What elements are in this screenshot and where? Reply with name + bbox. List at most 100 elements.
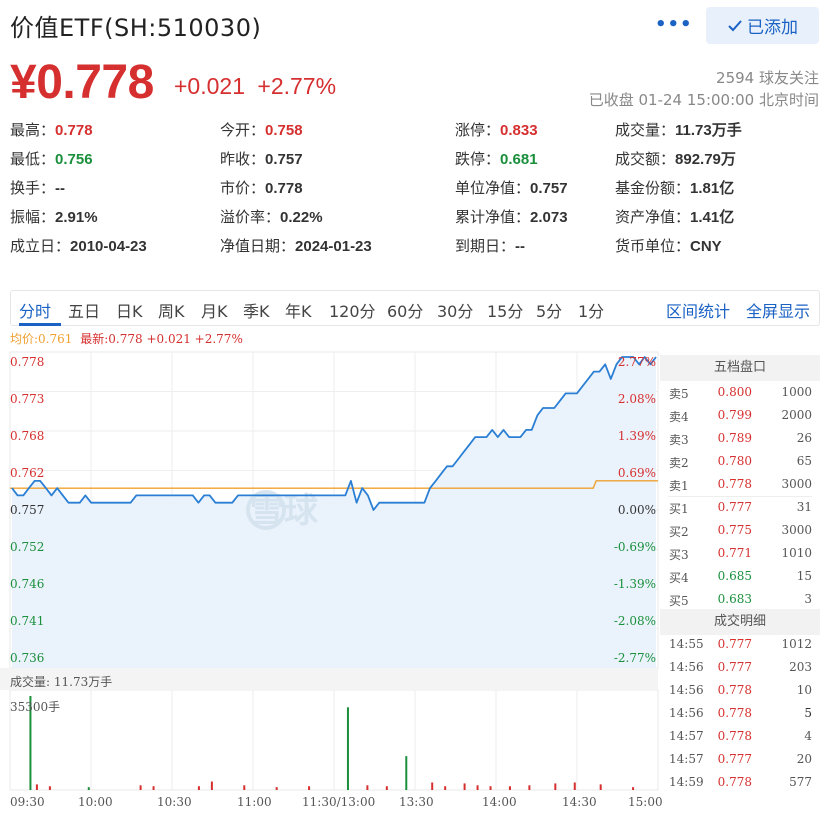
order-book-row[interactable]: 卖2 0.780 65: [660, 450, 820, 473]
trade-volume: 10: [796, 683, 812, 697]
trade-price: 0.777: [717, 752, 752, 766]
trade-time: 14:55: [669, 637, 704, 651]
stat-label: 换手：: [10, 179, 56, 197]
tab-5[interactable]: 季K: [243, 302, 270, 321]
added-button[interactable]: 已添加: [706, 7, 819, 44]
tab-6[interactable]: 年K: [285, 302, 312, 321]
order-book-row[interactable]: 买4 0.685 15: [660, 565, 820, 588]
volume-bar: [528, 785, 531, 790]
order-book-volume: 65: [796, 454, 812, 468]
time-tick-label: 10:00: [78, 795, 113, 809]
fullscreen-button[interactable]: 全屏显示: [746, 302, 811, 321]
price-axis-label: 0.762: [10, 466, 44, 480]
active-tab-indicator: [19, 323, 61, 326]
percent-axis-label: 2.77%: [618, 355, 656, 369]
trade-row[interactable]: 14:59 0.778 577: [660, 771, 820, 794]
trade-row[interactable]: 14:56 0.777 203: [660, 656, 820, 679]
tab-12[interactable]: 1分: [578, 302, 605, 321]
volume-bar: [444, 786, 447, 790]
tab-3[interactable]: 周K: [158, 302, 185, 321]
trade-volume: 5: [804, 706, 812, 720]
percent-axis-label: 1.39%: [618, 429, 656, 443]
change-value: +0.021: [174, 73, 245, 99]
tab-4[interactable]: 月K: [201, 302, 228, 321]
watermark-icon: [246, 490, 286, 530]
order-book-row[interactable]: 买2 0.775 3000: [660, 519, 820, 542]
stat-item: 成立日：2010-04-23: [10, 235, 147, 256]
volume-bar: [476, 785, 479, 790]
volume-max-label: 35300手: [10, 700, 61, 714]
trade-row[interactable]: 14:56 0.778 5: [660, 702, 820, 725]
price-axis-label: 0.773: [10, 392, 44, 406]
tab-0[interactable]: 分时: [19, 302, 52, 321]
time-tick-label: 09:30: [10, 795, 45, 809]
tab-9[interactable]: 30分: [437, 302, 474, 321]
order-book-row[interactable]: 卖5 0.800 1000: [660, 381, 820, 404]
volume-bar: [48, 786, 51, 790]
stat-item: 昨收：0.757: [220, 148, 303, 169]
price-axis-label: 0.741: [10, 614, 44, 628]
added-label: 已添加: [747, 18, 798, 38]
volume-bar: [243, 785, 246, 790]
stat-item: 最低：0.756: [10, 148, 93, 169]
volume-header-bg: [0, 668, 658, 690]
order-book-volume: 3000: [781, 523, 812, 537]
order-book-row[interactable]: 卖4 0.799 2000: [660, 404, 820, 427]
stat-value: 2010-04-23: [70, 238, 147, 255]
stat-value: 0.778: [55, 122, 93, 139]
order-book-row[interactable]: 卖1 0.778 3000: [660, 473, 820, 496]
stats-row: 最高：0.778 今开：0.758 涨停：0.833 成交量：11.73万手: [10, 119, 820, 141]
volume-bar: [405, 756, 408, 790]
order-book-volume: 1010: [781, 546, 812, 560]
tab-1[interactable]: 五日: [68, 302, 101, 321]
trade-time: 14:56: [669, 706, 704, 720]
trade-row[interactable]: 14:57 0.778 4: [660, 725, 820, 748]
percent-axis-label: -0.69%: [614, 540, 656, 554]
order-book-level: 买1: [669, 502, 689, 516]
order-book-row[interactable]: 买1 0.777 31: [660, 496, 820, 519]
trade-row[interactable]: 14:57 0.777 20: [660, 748, 820, 771]
tab-11[interactable]: 5分: [536, 302, 563, 321]
percent-axis-label: -2.77%: [614, 651, 656, 665]
volume-bar: [431, 782, 434, 790]
tab-2[interactable]: 日K: [116, 302, 143, 321]
tab-8[interactable]: 60分: [387, 302, 424, 321]
percent-axis-label: 2.08%: [618, 392, 656, 406]
order-book-level: 卖1: [669, 479, 689, 493]
stat-value: 0.758: [265, 122, 303, 139]
stat-value: 1.41亿: [690, 209, 735, 226]
trade-row[interactable]: 14:55 0.777 1012: [660, 633, 820, 656]
range-stats-button[interactable]: 区间统计: [666, 302, 731, 321]
price-axis-label: 0.736: [10, 651, 44, 665]
order-book-volume: 3000: [781, 477, 812, 491]
trade-row[interactable]: 14:56 0.778 10: [660, 679, 820, 702]
order-book-price: 0.777: [717, 500, 752, 514]
order-book-price: 0.789: [717, 431, 752, 445]
volume-bar: [463, 783, 466, 790]
price-axis-label: 0.746: [10, 577, 44, 591]
order-book-row[interactable]: 卖3 0.789 26: [660, 427, 820, 450]
stats-row: 换手：-- 市价：0.778 单位净值：0.757 基金份额：1.81亿: [10, 177, 820, 199]
stat-item: 涨停：0.833: [455, 119, 538, 140]
order-book-row[interactable]: 买3 0.771 1010: [660, 542, 820, 565]
stat-label: 货币单位：: [615, 237, 691, 255]
stat-item: 基金份额：1.81亿: [615, 177, 734, 198]
stat-value: 11.73万手: [675, 122, 742, 139]
order-book-volume: 3: [804, 592, 812, 606]
followers-count[interactable]: 2594 球友关注: [716, 69, 819, 87]
order-book-row[interactable]: 买5 0.683 3: [660, 588, 820, 611]
volume-bar: [385, 786, 388, 790]
more-dots-icon[interactable]: •••: [655, 14, 693, 35]
trade-time: 14:57: [669, 729, 704, 743]
stats-row: 最低：0.756 昨收：0.757 跌停：0.681 成交额：892.79万: [10, 148, 820, 170]
tab-10[interactable]: 15分: [487, 302, 524, 321]
order-book-level: 买2: [669, 525, 689, 539]
tab-7[interactable]: 120分: [329, 302, 376, 321]
change-percent: +2.77%: [257, 73, 337, 99]
stat-value: --: [55, 180, 66, 197]
chart-period-tabs: 分时 五日 日K 周K 月K 季K 年K 120分 60分 30分 15分 5分 1分 区间统计 全屏显示: [10, 290, 820, 326]
volume-bar: [275, 787, 278, 790]
order-book-level: 买3: [669, 548, 689, 562]
trade-price: 0.778: [717, 775, 752, 789]
